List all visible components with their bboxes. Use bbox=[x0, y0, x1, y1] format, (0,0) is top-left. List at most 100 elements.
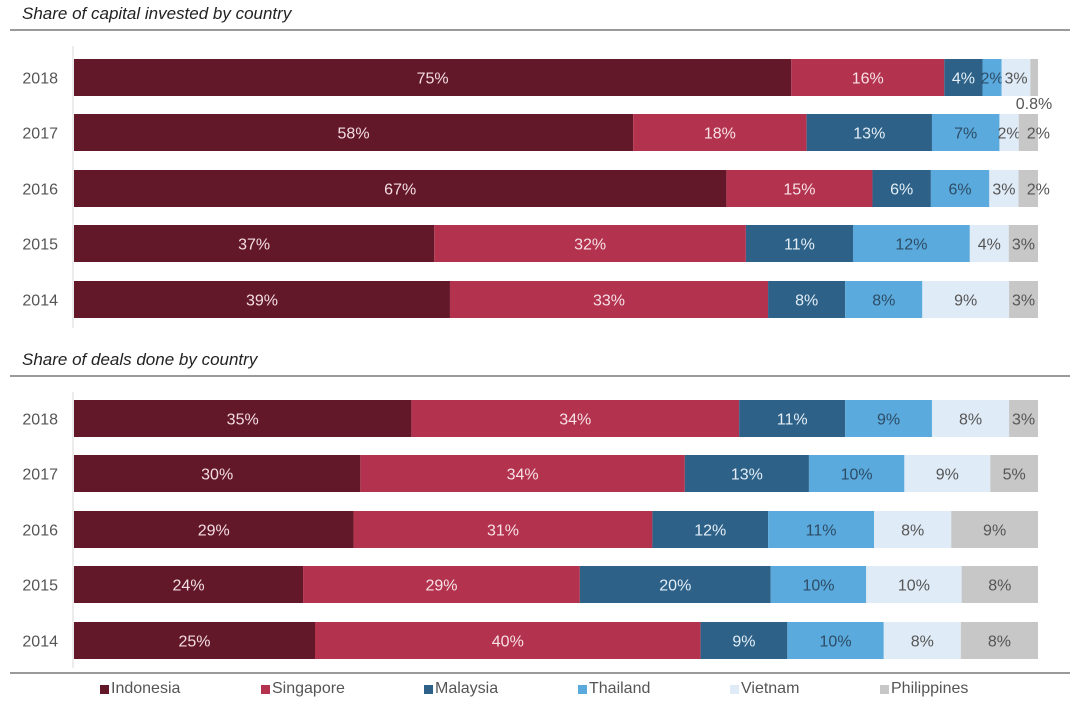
legend-label-philippines: Philippines bbox=[891, 680, 969, 697]
category-label: 2015 bbox=[22, 237, 58, 254]
data-label: 0.8% bbox=[1016, 96, 1052, 113]
data-label: 9% bbox=[877, 412, 900, 429]
data-label: 18% bbox=[704, 126, 736, 143]
data-label: 8% bbox=[901, 523, 924, 540]
data-label: 34% bbox=[559, 412, 591, 429]
bar-segment-singapore bbox=[315, 622, 701, 659]
bar-segment-thailand bbox=[845, 281, 923, 318]
data-label: 8% bbox=[911, 634, 934, 651]
data-label: 3% bbox=[1012, 412, 1035, 429]
bar-segment-singapore bbox=[449, 281, 769, 318]
title-rule-deals bbox=[10, 375, 1070, 377]
bar-segment-philippines bbox=[951, 511, 1038, 548]
bar-segment-singapore bbox=[303, 566, 580, 603]
data-label: 4% bbox=[978, 237, 1001, 254]
legend-label-singapore: Singapore bbox=[272, 680, 345, 697]
bar-segment-malaysia bbox=[872, 170, 931, 207]
legend-item-malaysia: Malaysia bbox=[424, 680, 498, 698]
bar-segment-indonesia bbox=[74, 114, 634, 151]
data-label: 11% bbox=[777, 412, 808, 429]
bar-segment-malaysia bbox=[652, 511, 769, 548]
legend-label-vietnam: Vietnam bbox=[741, 680, 800, 697]
category-label: 2018 bbox=[22, 412, 58, 429]
data-label: 8% bbox=[988, 634, 1011, 651]
bar-segment-indonesia bbox=[74, 281, 450, 318]
bar-segment-philippines bbox=[1030, 59, 1038, 96]
data-label: 58% bbox=[338, 126, 370, 143]
data-label: 6% bbox=[949, 182, 972, 199]
bar-segment-philippines bbox=[1009, 281, 1038, 318]
data-label: 3% bbox=[1012, 293, 1035, 310]
data-label: 10% bbox=[820, 634, 852, 651]
bar-segment-vietnam bbox=[866, 566, 962, 603]
data-label: 7% bbox=[954, 126, 977, 143]
bar-segment-philippines bbox=[1018, 170, 1038, 207]
data-label: 8% bbox=[959, 412, 982, 429]
data-label: 6% bbox=[890, 182, 913, 199]
data-label: 39% bbox=[246, 293, 278, 310]
title-rule-capital bbox=[10, 29, 1070, 31]
legend-item-philippines: Philippines bbox=[880, 680, 968, 698]
data-label: 2% bbox=[1027, 182, 1050, 199]
data-label: 8% bbox=[988, 578, 1011, 595]
data-label: 9% bbox=[936, 467, 959, 484]
legend-rule bbox=[10, 672, 1070, 674]
data-label: 9% bbox=[732, 634, 755, 651]
data-label: 13% bbox=[853, 126, 885, 143]
legend-label-indonesia: Indonesia bbox=[111, 680, 181, 697]
chart-deals-done: 2018 35% 34% 11% 9% 8% 3% 2017 30% 34% 13% 10% 9% 5% 2… bbox=[22, 392, 1038, 668]
legend-item-vietnam: Vietnam bbox=[730, 680, 799, 698]
bar-segment-indonesia bbox=[74, 566, 304, 603]
data-label: 2% bbox=[1027, 126, 1050, 143]
bar-segment-indonesia bbox=[74, 170, 727, 207]
bar-segment-singapore bbox=[726, 170, 873, 207]
legend-label-thailand: Thailand bbox=[589, 680, 651, 697]
data-label: 4% bbox=[952, 71, 975, 88]
bar-segment-singapore bbox=[360, 455, 685, 492]
data-label: 3% bbox=[1004, 71, 1027, 88]
bar-segment-indonesia bbox=[74, 455, 361, 492]
data-label: 10% bbox=[802, 578, 834, 595]
bar-segment-malaysia bbox=[579, 566, 771, 603]
category-label: 2014 bbox=[22, 293, 58, 310]
bar-segment-vietnam bbox=[999, 114, 1019, 151]
data-label: 24% bbox=[173, 578, 205, 595]
bar-segment-philippines bbox=[961, 566, 1038, 603]
bar-segment-malaysia bbox=[684, 455, 809, 492]
bar-segment-singapore bbox=[633, 114, 807, 151]
legend-item-indonesia: Indonesia bbox=[100, 680, 180, 698]
data-label: 35% bbox=[227, 412, 259, 429]
legend-swatch-singapore bbox=[261, 684, 270, 694]
bar-segment-singapore bbox=[434, 225, 746, 262]
legend-item-thailand: Thailand bbox=[578, 680, 650, 698]
bar-segment-thailand bbox=[770, 566, 867, 603]
bar-segment-philippines bbox=[960, 622, 1038, 659]
legend-swatch-philippines bbox=[880, 684, 889, 694]
data-label: 11% bbox=[806, 523, 837, 540]
data-label: 11% bbox=[784, 237, 815, 254]
bar-segment-thailand bbox=[787, 622, 884, 659]
bar-segment-malaysia bbox=[745, 225, 853, 262]
bar-segment-thailand bbox=[982, 59, 1002, 96]
bar-segment-thailand bbox=[768, 511, 875, 548]
data-label: 12% bbox=[694, 523, 726, 540]
bar-segment-thailand bbox=[852, 225, 970, 262]
data-label: 9% bbox=[983, 523, 1006, 540]
chart-title-deals: Share of deals done by country bbox=[22, 350, 258, 369]
bar-segment-malaysia bbox=[768, 281, 846, 318]
data-label: 2% bbox=[998, 126, 1021, 143]
data-label: 31% bbox=[487, 523, 519, 540]
legend: Indonesia Singapore Malaysia Thailand Vi… bbox=[0, 680, 1080, 702]
bar-segment-thailand bbox=[930, 170, 990, 207]
chart-title-capital: Share of capital invested by country bbox=[22, 4, 292, 23]
data-label: 29% bbox=[198, 523, 230, 540]
bar-segment-indonesia bbox=[74, 400, 412, 437]
category-label: 2016 bbox=[22, 182, 58, 199]
data-label: 30% bbox=[201, 467, 233, 484]
legend-swatch-vietnam bbox=[730, 684, 739, 694]
data-label: 37% bbox=[238, 237, 270, 254]
data-label: 5% bbox=[1003, 467, 1026, 484]
bar-segment-thailand bbox=[808, 455, 905, 492]
bar-segment-vietnam bbox=[989, 170, 1019, 207]
bar-segment-vietnam bbox=[922, 281, 1010, 318]
